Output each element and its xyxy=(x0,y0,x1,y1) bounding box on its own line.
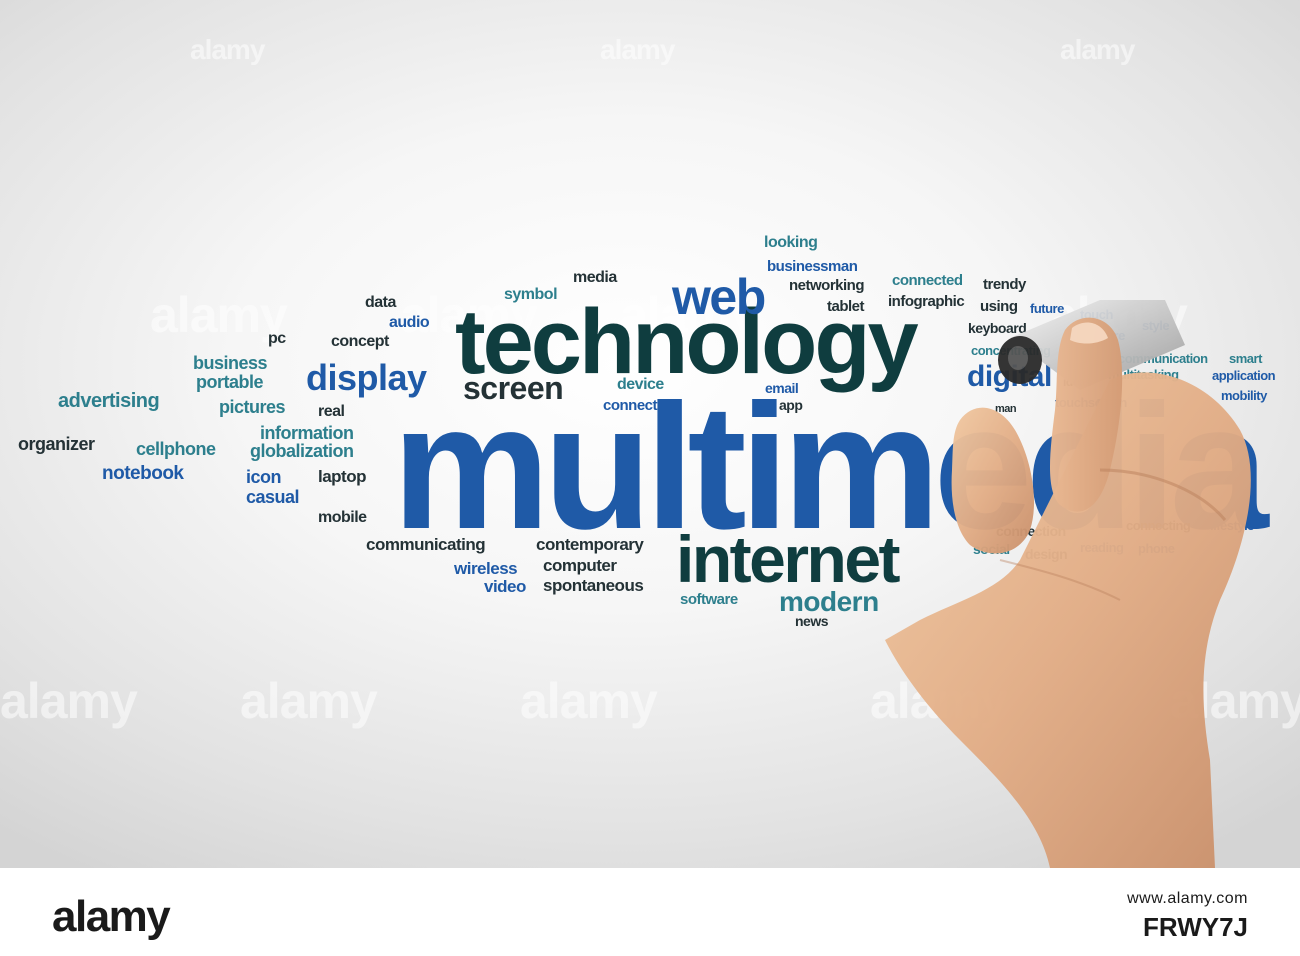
word: media xyxy=(573,269,617,286)
word: pictures xyxy=(219,397,286,417)
word: laptop xyxy=(318,467,367,486)
watermark-text: alamy xyxy=(190,34,265,65)
watermark-text: alamy xyxy=(620,287,758,343)
word: future xyxy=(1030,301,1064,316)
word: real xyxy=(318,403,345,420)
word: screen xyxy=(463,370,564,406)
watermark-text: alamy xyxy=(1060,34,1135,65)
word: news xyxy=(795,613,829,629)
word: wireless xyxy=(454,559,518,578)
word: casual xyxy=(246,487,300,507)
word: tablet xyxy=(827,298,865,315)
footer-info: www.alamy.com FRWY7J xyxy=(1127,890,1248,943)
watermark-text: alamy xyxy=(150,287,288,343)
word: man xyxy=(995,403,1017,415)
word: information xyxy=(260,423,354,443)
word: pc xyxy=(268,330,286,347)
word: connect xyxy=(603,397,658,414)
word: symbol xyxy=(504,286,558,303)
word: audio xyxy=(389,314,430,331)
word: modern xyxy=(779,586,879,617)
word: spontaneous xyxy=(543,576,644,595)
word: display xyxy=(306,357,427,398)
word: communicating xyxy=(366,535,486,554)
word: trendy xyxy=(983,276,1026,293)
word: looking xyxy=(764,234,818,251)
word: contemporary xyxy=(536,535,644,554)
word: portable xyxy=(196,372,264,392)
watermark-text: alamy xyxy=(600,34,675,65)
alamy-logo: alamy xyxy=(52,892,171,941)
word: globalization xyxy=(250,441,354,461)
word: keyboard xyxy=(968,320,1027,336)
word: concept xyxy=(331,333,389,350)
word: app xyxy=(779,397,803,413)
word: advertising xyxy=(58,390,160,412)
watermark-text: alamy xyxy=(240,673,378,729)
footer-url: www.alamy.com xyxy=(1127,890,1248,907)
word: organizer xyxy=(18,434,95,454)
word: email xyxy=(765,380,799,396)
word: icon xyxy=(246,467,282,487)
word: smart xyxy=(1229,351,1262,366)
stock-photo-footer: alamy www.alamy.com FRWY7J xyxy=(0,868,1300,956)
word: data xyxy=(365,294,396,311)
word: infographic xyxy=(888,293,965,310)
image-id: FRWY7J xyxy=(1143,912,1248,942)
word: technology xyxy=(455,291,919,393)
word: device xyxy=(617,376,664,393)
word: mobile xyxy=(318,509,367,526)
word: business xyxy=(193,353,268,373)
word: web xyxy=(672,269,766,325)
word: software xyxy=(680,591,738,608)
word: businessman xyxy=(767,258,858,275)
word: computer xyxy=(543,556,617,575)
word: video xyxy=(484,577,526,596)
word-cloud-photo: alamy alamy alamy alamy alamy alamy alamy alamy… xyxy=(0,0,1300,868)
watermark-text: alamy xyxy=(0,673,138,729)
word: using xyxy=(980,298,1018,315)
watermark-text: alamy xyxy=(400,287,538,343)
word: networking xyxy=(789,277,865,294)
hand-holding-marker-illustration xyxy=(885,300,1251,868)
word: mobility xyxy=(1221,388,1267,403)
word: internet xyxy=(676,522,901,596)
word: application xyxy=(1212,368,1276,383)
word: connected xyxy=(892,272,963,289)
word: cellphone xyxy=(136,439,216,459)
watermark-text: alamy xyxy=(520,673,658,729)
word: notebook xyxy=(102,463,184,484)
